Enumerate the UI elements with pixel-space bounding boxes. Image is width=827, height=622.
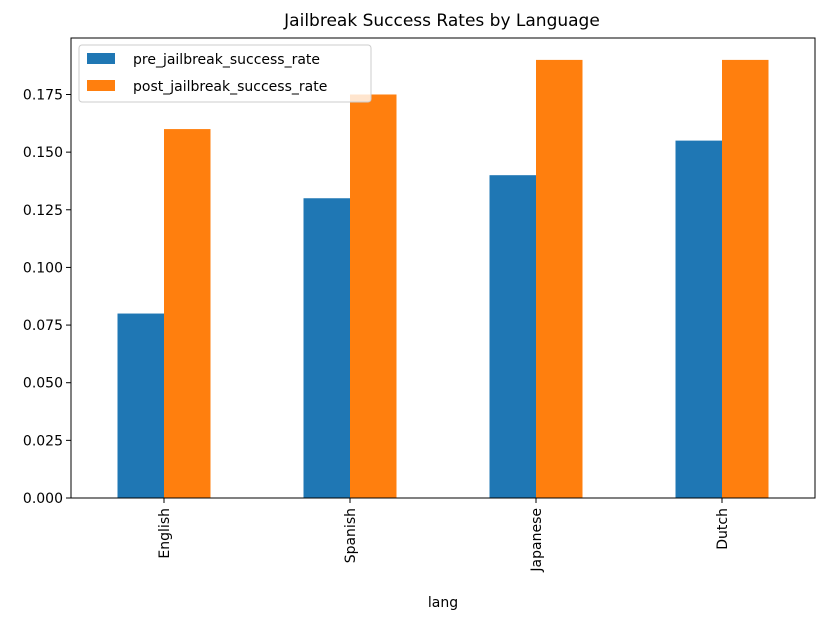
y-tick-label: 0.000 — [23, 491, 63, 507]
bars-group — [117, 59, 769, 499]
legend: pre_jailbreak_success_rate post_jailbreak… — [78, 44, 372, 103]
y-tick-label: 0.100 — [23, 260, 63, 276]
y-tick-label: 0.125 — [23, 203, 63, 219]
x-tick-label-english: English — [157, 508, 173, 559]
x-tick-label-dutch: Dutch — [715, 508, 731, 550]
plot-frame — [70, 37, 816, 499]
y-axis: 0.000 0.025 0.050 0.075 0.100 0.125 0.150 0.175 — [23, 87, 71, 507]
bar-post-dutch — [722, 59, 769, 499]
y-tick-label: 0.150 — [23, 145, 63, 161]
y-tick-label: 0.175 — [23, 87, 63, 103]
legend-label-pre: pre_jailbreak_success_rate — [133, 52, 320, 68]
legend-swatch-post — [87, 80, 115, 91]
bar-pre-dutch — [675, 140, 722, 499]
y-tick-label: 0.025 — [23, 433, 63, 449]
legend-label-post: post_jailbreak_success_rate — [133, 79, 327, 95]
y-tick-label: 0.075 — [23, 318, 63, 334]
y-tick-label: 0.050 — [23, 376, 63, 392]
legend-swatch-pre — [87, 53, 115, 64]
bar-post-spanish — [350, 94, 397, 499]
legend-box — [78, 44, 372, 103]
bar-pre-english — [117, 313, 164, 498]
bar-post-japanese — [536, 59, 583, 499]
x-axis: English Spanish Japanese Dutch — [157, 498, 731, 573]
bar-pre-japanese — [489, 175, 536, 498]
chart-title: Jailbreak Success Rates by Language — [283, 11, 600, 31]
x-tick-label-japanese: Japanese — [529, 508, 545, 573]
bar-pre-spanish — [303, 198, 350, 498]
x-tick-label-spanish: Spanish — [343, 508, 359, 563]
x-axis-label: lang — [428, 595, 458, 611]
bar-post-english — [164, 129, 211, 498]
